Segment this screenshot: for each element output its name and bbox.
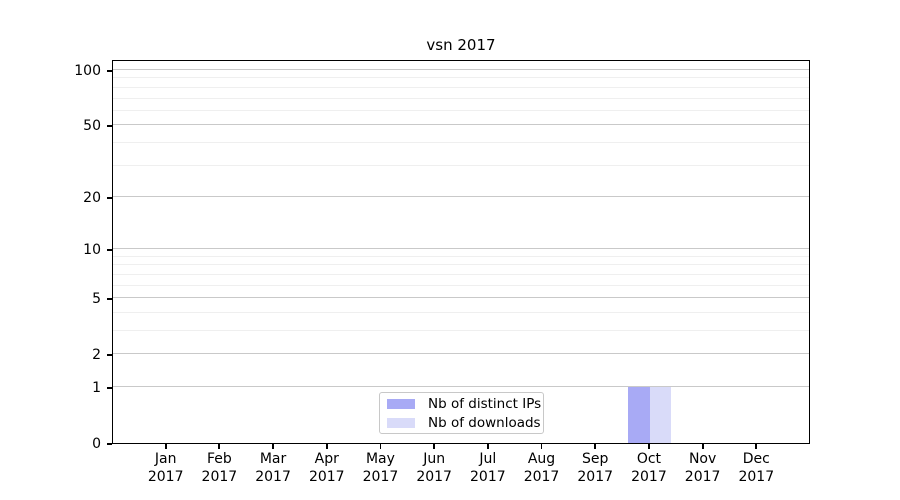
y-axis-tick-label: 5 (92, 291, 101, 308)
x-axis-tick-label: Oct 2017 (631, 451, 667, 485)
minor-gridline (113, 86, 809, 88)
legend-entry-downloads: Nb of downloads (387, 415, 543, 431)
x-axis-tick-label: Feb 2017 (201, 451, 238, 485)
y-tick-mark (107, 298, 112, 301)
y-tick-mark (107, 197, 112, 199)
legend-swatch-distinct-ips (387, 398, 415, 409)
plot-area (112, 60, 810, 444)
major-gridline (113, 248, 809, 250)
major-gridline (113, 69, 809, 71)
minor-gridline (113, 273, 809, 275)
x-axis-tick-label: Mar 2017 (255, 451, 291, 485)
x-tick-mark (648, 444, 650, 449)
x-axis-tick-label: Dec 2017 (738, 451, 775, 485)
y-tick-mark (107, 443, 112, 445)
major-gridline (113, 386, 809, 387)
x-axis-tick-label: Jun 2017 (416, 451, 452, 485)
x-tick-mark (272, 444, 274, 449)
major-gridline (113, 297, 809, 299)
bar-distinct-ips (628, 387, 650, 443)
y-axis-tick-label: 10 (83, 242, 101, 259)
legend: Nb of distinct IPs Nb of downloads (379, 392, 544, 434)
y-tick-mark (107, 249, 112, 252)
x-tick-mark (701, 444, 704, 449)
minor-gridline (113, 77, 809, 79)
x-tick-mark (379, 444, 382, 449)
y-tick-mark (107, 70, 112, 72)
minor-gridline (113, 255, 809, 257)
x-tick-mark (755, 444, 758, 449)
y-tick-mark (107, 354, 112, 357)
x-axis-tick-label: Nov 2017 (684, 451, 721, 485)
minor-gridline (113, 284, 809, 286)
y-tick-mark (107, 125, 112, 128)
chart-title: vsn 2017 (426, 36, 496, 54)
x-axis-tick-label: Aug 2017 (523, 451, 560, 485)
minor-gridline (113, 329, 809, 331)
minor-gridline (113, 164, 809, 166)
minor-gridline (113, 264, 809, 266)
x-tick-mark (540, 444, 543, 449)
x-axis-tick-label: Jan 2017 (147, 451, 184, 485)
x-tick-mark (218, 444, 221, 449)
legend-label-downloads: Nb of downloads (428, 414, 541, 431)
minor-gridline (113, 311, 809, 313)
y-axis-tick-label: 1 (92, 379, 101, 396)
minor-gridline (113, 141, 809, 143)
y-axis-tick-label: 50 (83, 118, 101, 135)
x-axis-tick-label: May 2017 (362, 451, 399, 485)
bar-downloads (649, 387, 672, 443)
legend-swatch-downloads (387, 417, 415, 428)
y-axis-tick-label: 0 (92, 436, 101, 452)
x-tick-mark (164, 444, 167, 449)
legend-entry-distinct-ips: Nb of distinct IPs (387, 396, 543, 412)
y-axis-tick-label: 100 (74, 63, 101, 80)
major-gridline (113, 353, 809, 355)
y-axis-tick-label: 2 (92, 347, 101, 364)
x-axis-tick-label: Jul 2017 (470, 451, 506, 485)
x-tick-mark (325, 444, 328, 449)
x-axis-tick-label: Sep 2017 (577, 451, 614, 485)
x-tick-mark (486, 444, 489, 449)
x-tick-mark (594, 444, 597, 449)
y-tick-mark (107, 387, 112, 389)
minor-gridline (113, 109, 809, 111)
major-gridline (113, 124, 809, 126)
x-tick-mark (433, 444, 436, 449)
legend-label-distinct-ips: Nb of distinct IPs (428, 395, 542, 412)
major-gridline (113, 195, 809, 197)
y-axis-tick-label: 20 (83, 189, 101, 206)
minor-gridline (113, 97, 809, 99)
x-axis-tick-label: Apr 2017 (308, 451, 345, 485)
